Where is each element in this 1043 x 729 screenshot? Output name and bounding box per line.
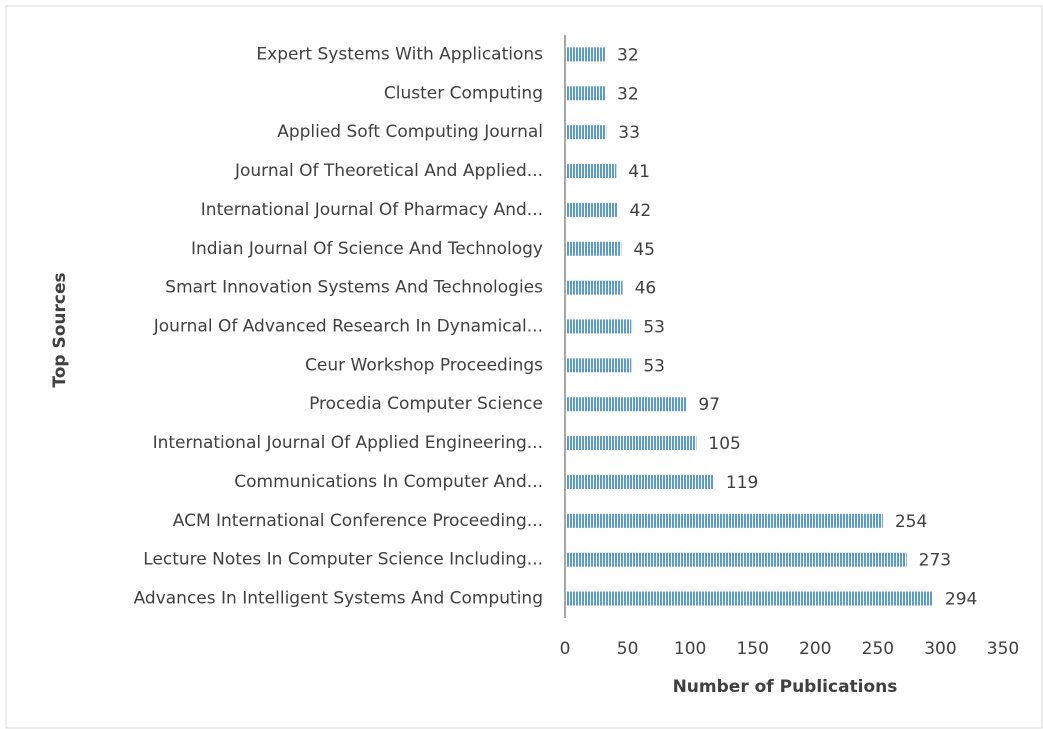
data-label: 294 xyxy=(945,590,977,610)
data-label: 97 xyxy=(698,395,720,415)
y-tick-label: Communications In Computer And... xyxy=(234,472,543,492)
bar xyxy=(565,241,622,256)
y-tick-label: Applied Soft Computing Journal xyxy=(277,122,543,142)
y-tick-label: Procedia Computer Science xyxy=(309,394,543,414)
data-label: 32 xyxy=(617,84,639,104)
data-label: 254 xyxy=(895,512,927,532)
bar xyxy=(565,86,606,101)
x-tick-label: 250 xyxy=(862,639,894,659)
bar xyxy=(565,358,632,373)
bar xyxy=(565,397,687,412)
data-label: 33 xyxy=(618,123,640,143)
x-tick-label: 350 xyxy=(987,639,1019,659)
x-tick-label: 100 xyxy=(674,639,706,659)
bar xyxy=(565,591,933,606)
data-label: 105 xyxy=(708,434,740,454)
y-tick-label: Ceur Workshop Proceedings xyxy=(305,355,543,375)
x-tick-label: 200 xyxy=(799,639,831,659)
data-label: 45 xyxy=(633,240,655,260)
y-tick-label: Expert Systems With Applications xyxy=(256,44,543,64)
bar xyxy=(565,125,607,140)
y-tick-label: Cluster Computing xyxy=(384,83,543,103)
y-tick-label: Journal Of Advanced Research In Dynamica… xyxy=(153,317,543,337)
x-tick-label: 150 xyxy=(736,639,768,659)
data-label: 273 xyxy=(919,551,951,571)
x-tick-label: 50 xyxy=(617,639,639,659)
data-label: 53 xyxy=(643,318,665,338)
x-tick-label: 300 xyxy=(924,639,956,659)
bar xyxy=(565,47,606,62)
data-label: 46 xyxy=(635,279,657,299)
bar xyxy=(565,513,883,528)
chart-border xyxy=(5,5,1043,729)
bar xyxy=(565,202,618,217)
data-label: 42 xyxy=(630,201,652,221)
y-tick-label: ACM International Conference Proceeding.… xyxy=(173,511,543,531)
x-axis-title: Number of Publications xyxy=(673,677,898,697)
bar xyxy=(565,280,623,295)
y-tick-label: International Journal Of Applied Enginee… xyxy=(153,433,543,453)
y-tick-label: Lecture Notes In Computer Science Includ… xyxy=(143,550,543,570)
data-label: 41 xyxy=(628,162,650,182)
bar xyxy=(565,164,617,179)
data-label: 53 xyxy=(643,356,665,376)
x-tick-label: 0 xyxy=(560,639,571,659)
y-tick-label: Advances In Intelligent Systems And Comp… xyxy=(134,589,543,609)
y-tick-label: Smart Innovation Systems And Technologie… xyxy=(165,278,543,298)
y-axis-title: Top Sources xyxy=(50,272,70,387)
y-tick-label: International Journal Of Pharmacy And... xyxy=(201,200,543,220)
data-label: 32 xyxy=(617,45,639,65)
y-tick-label: Indian Journal Of Science And Technology xyxy=(191,239,543,259)
bar xyxy=(565,436,697,451)
bar xyxy=(565,319,632,334)
bar xyxy=(565,552,907,567)
bar xyxy=(565,474,714,489)
y-tick-label: Journal Of Theoretical And Applied... xyxy=(234,161,543,181)
data-label: 119 xyxy=(726,473,758,493)
